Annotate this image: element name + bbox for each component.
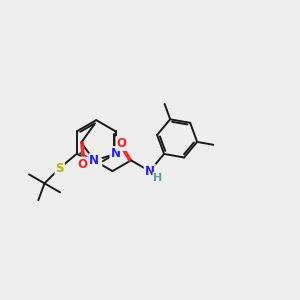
Text: N: N xyxy=(111,147,121,160)
Text: N: N xyxy=(111,147,121,160)
Text: O: O xyxy=(78,158,88,170)
Text: S: S xyxy=(56,162,64,175)
Text: O: O xyxy=(116,137,126,150)
Text: N: N xyxy=(91,158,101,171)
Text: N: N xyxy=(89,154,99,167)
Text: H: H xyxy=(153,173,163,183)
Text: N: N xyxy=(145,165,155,178)
